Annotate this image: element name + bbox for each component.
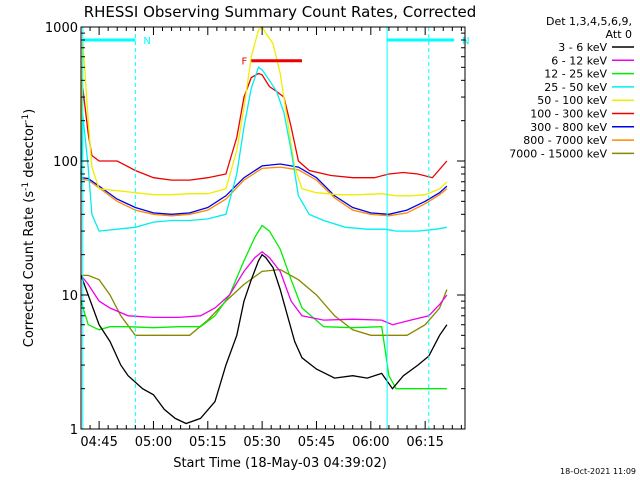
legend-label-25-50-kev: 25 - 50 keV <box>544 81 607 94</box>
legend-label-100-300-kev: 100 - 300 keV <box>530 108 607 121</box>
series-line-12-25-kev <box>80 224 447 390</box>
series-line-50-100-kev <box>80 26 448 197</box>
y-axis-label-sup2: -1 <box>21 114 31 123</box>
y-axis: 1 10 100 1000 <box>45 21 465 438</box>
series-line-800-7000-kev <box>80 166 448 217</box>
series-layer <box>80 26 448 425</box>
legend-label-800-7000-kev: 800 - 7000 keV <box>523 134 607 147</box>
legend-label-300-800-kev: 300 - 800 keV <box>530 121 607 134</box>
x-axis: 04:45 05:00 05:15 05:30 05:45 06:00 06:15 <box>80 27 462 450</box>
x-tick-label: 05:30 <box>243 435 280 450</box>
series-line-300-800-kev <box>80 163 448 215</box>
x-tick-label: 05:15 <box>189 435 226 450</box>
x-tick-label: 05:00 <box>135 435 172 450</box>
legend-header-line1: Det 1,3,4,5,6,9, <box>546 15 632 28</box>
series-line-3-6-kev <box>80 253 448 425</box>
series-line-6-12-kev <box>80 250 448 326</box>
y-tick-label: 1000 <box>45 21 78 36</box>
series-line-25-50-kev <box>80 66 448 232</box>
legend-label-12-25-kev: 12 - 25 keV <box>544 68 607 81</box>
y-axis-label-main: Corrected Count Rate (s <box>22 191 37 348</box>
legend-label-3-6-kev: 3 - 6 keV <box>558 41 607 54</box>
y-tick-label: 100 <box>53 155 78 170</box>
y-axis-label-mid: detector <box>22 122 37 182</box>
annotation-label-n: N <box>143 36 150 47</box>
generation-timestamp: 18-Oct-2021 11:09 <box>560 467 636 476</box>
y-tick-label: 10 <box>61 289 78 304</box>
x-tick-label: 06:00 <box>352 435 389 450</box>
x-axis-label: Start Time (18-May-03 04:39:02) <box>173 456 387 471</box>
plot-frame <box>80 26 466 430</box>
x-tick-label: 06:15 <box>406 435 443 450</box>
annotation-label-f: F <box>241 57 247 68</box>
legend-label-7000-15000-kev: 7000 - 15000 keV <box>509 147 607 160</box>
annotation-label-n: N <box>462 36 469 47</box>
legend-header-line2: Att 0 <box>606 28 632 41</box>
series-line-100-300-kev <box>80 72 448 181</box>
x-tick-label: 04:45 <box>80 435 117 450</box>
y-tick-label: 1 <box>70 423 78 438</box>
chart-title: RHESSI Observing Summary Count Rates, Co… <box>84 3 477 21</box>
y-axis-label: Corrected Count Rate (s-1 detector-1) <box>21 109 37 347</box>
x-tick-label: 05:45 <box>298 435 335 450</box>
legend-label-50-100-kev: 50 - 100 keV <box>537 94 607 107</box>
y-axis-label-sup1: -1 <box>21 182 31 191</box>
legend-label-6-12-kev: 6 - 12 keV <box>551 54 607 67</box>
annotation-layer: N N F <box>82 27 470 429</box>
series-line-7000-15000-kev <box>81 268 448 336</box>
y-axis-label-end: ) <box>22 109 37 114</box>
